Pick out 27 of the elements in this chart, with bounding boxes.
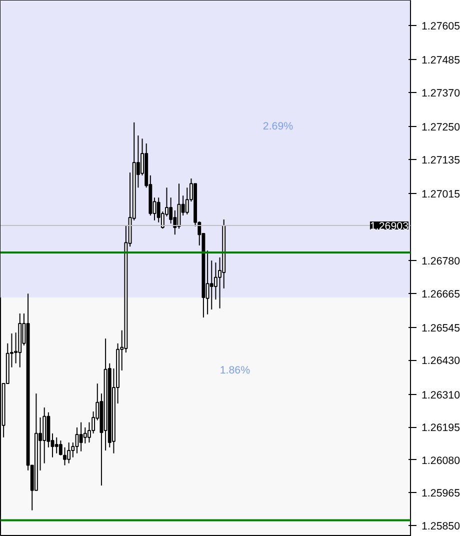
candlestick: [169, 197, 173, 224]
candlestick: [79, 422, 83, 452]
y-tick-label: 1.27485: [422, 54, 460, 67]
candlestick: [63, 446, 66, 466]
y-tick-label: 1.26195: [422, 422, 460, 434]
y-tick-label: 1.26430: [422, 355, 460, 368]
y-tick-label: 1.25850: [422, 520, 460, 532]
candlestick: [54, 436, 58, 454]
y-tick-label: 1.26310: [422, 389, 460, 402]
y-tick-label: 1.26080: [422, 454, 460, 467]
annotation: 2.69%: [262, 120, 294, 132]
candlestick: [214, 262, 218, 300]
candlestick: [210, 260, 214, 310]
candlestick: [58, 440, 62, 456]
y-tick-label: 1.26665: [422, 288, 460, 300]
y-tick-label: 1.27015: [422, 188, 460, 201]
y-tick-label: 1.26780: [422, 256, 460, 268]
y-tick-label: 1.27135: [422, 154, 460, 166]
y-tick-label: 1.27370: [422, 87, 460, 100]
ref-line-label: 1.26903: [370, 220, 409, 232]
y-tick-label: 1.27250: [422, 122, 460, 134]
candlestick: [83, 426, 87, 444]
y-tick-label: 1.25965: [422, 488, 460, 500]
annotation: 1.86%: [220, 364, 251, 376]
candlestick: [67, 442, 71, 464]
y-tick-label: 1.27605: [422, 20, 460, 33]
y-tick-label: 1.26545: [422, 322, 460, 334]
